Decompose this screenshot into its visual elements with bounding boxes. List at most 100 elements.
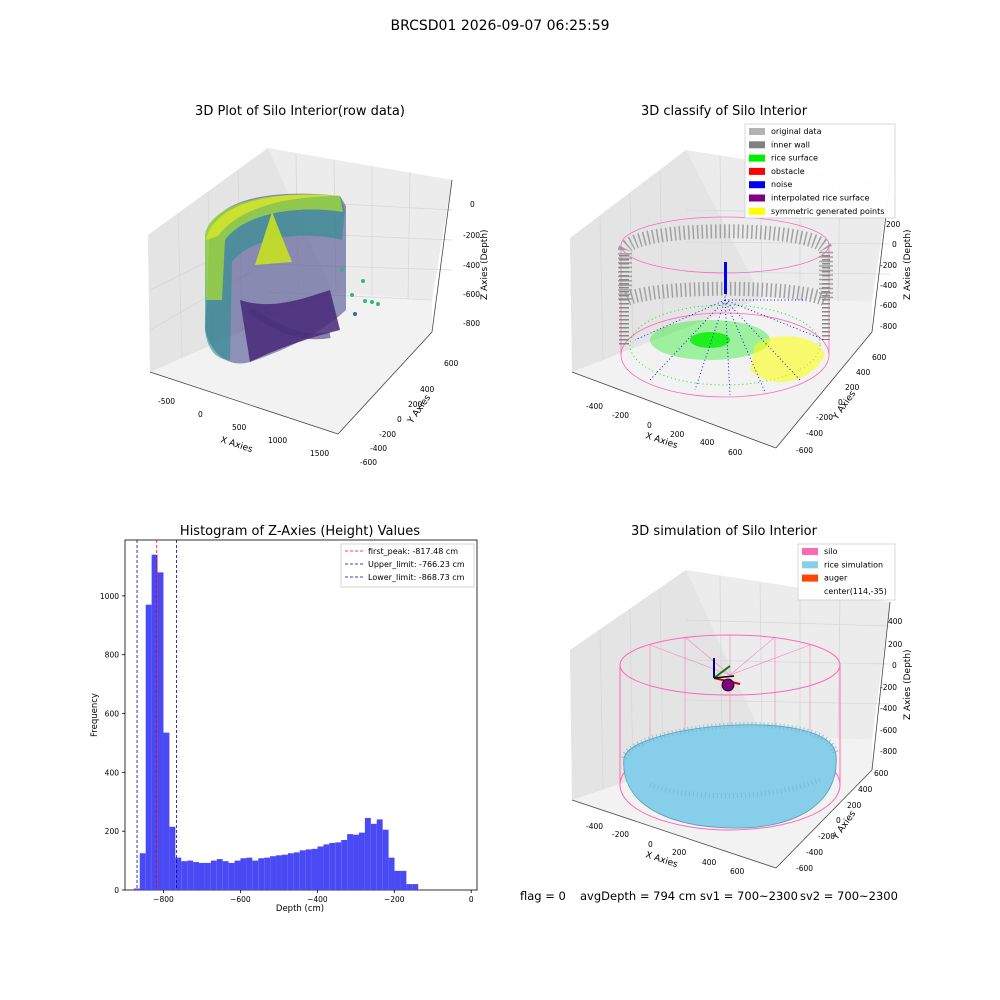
histogram-bar [341,840,348,890]
simulation-ytick: 0 [836,816,841,825]
histogram-bar [139,853,146,890]
legend-swatch [749,141,765,149]
classify-y-label: Y Axies [831,389,859,422]
histogram-bar [353,834,359,890]
legend-swatch [749,167,765,175]
raw-x-label: X Axies [219,435,254,455]
histogram-vlines [136,540,177,890]
legend-label: original data [771,127,822,136]
histogram-bar [264,857,271,890]
histogram-frame [124,539,478,891]
histogram-bars [133,554,419,890]
simulation-silo [619,634,841,831]
classify-floor-pane [572,298,872,448]
histogram-bar [151,554,158,890]
histogram-bar [193,862,200,890]
simulation-ytick: -400 [806,848,823,857]
simulation-plot-title: 3D simulation of Silo Interior [631,524,817,539]
legend-label: rice simulation [824,560,883,569]
histogram-ytick: 800 [105,651,120,660]
histogram-bar [305,849,312,890]
raw-xtick: 500 [232,423,247,432]
raw-xtick: 1500 [310,449,329,458]
simulation-ztick: 200 [888,640,903,649]
legend-swatch [802,574,818,582]
histogram-bar [163,732,170,890]
histogram-xtick: −600 [230,895,251,904]
raw-z-label: Z Axies (Depth) [480,229,490,300]
histogram-bar [370,823,377,890]
classify-x-ticks: -400 -200 0 200 400 600 [586,402,743,457]
classify-point-cloud [618,216,833,398]
histogram-bar [216,859,223,890]
simulation-xtick: 200 [672,848,687,857]
classify-3d-plot: -400 -200 0 200 400 600 X Axies 600 400 … [570,123,913,457]
histogram-bar [175,857,182,890]
raw-ytick: -400 [370,444,387,453]
raw-x-ticks: -500 0 500 1000 1500 [158,397,329,458]
histogram-bar [358,832,365,890]
simulation-y-label: Y Axies [831,809,859,842]
classify-xtick: 200 [670,430,685,439]
simulation-ytick: -200 [818,832,835,841]
simulation-xtick: -400 [586,822,603,831]
histogram-bar [293,852,300,890]
raw-z-ticks: 0 -200 -400 -600 -800 [463,200,480,328]
legend-label: auger [824,574,848,583]
simulation-xtick: 400 [702,858,717,867]
legend-label: first_peak: -817.48 cm [368,547,458,556]
classify-ztick: -600 [880,301,897,310]
histogram-legend: first_peak: -817.48 cm Upper_limit: -766.… [340,543,475,588]
histogram-chart: −800 −600 −400 −200 0 0 200 400 600 800 1000 Dept… [90,539,478,914]
figure-title: BRCSD01 2026-09-07 06:25:59 [390,18,610,34]
legend-label: symmetric generated points [771,207,884,216]
sv1-readout: sv1 = 700~2300 [700,889,798,903]
histogram-bar [169,826,176,890]
classify-ztick: -800 [880,322,897,331]
legend-swatch [749,154,765,162]
classify-ztick: -400 [880,281,897,290]
legend-label: rice surface [771,154,818,163]
simulation-ztick: 0 [892,661,897,670]
simulation-z-label: Z Axies (Depth) [903,649,913,720]
histogram-bar [187,860,194,890]
histogram-bar [400,870,407,890]
classify-ytick: 200 [845,383,860,392]
histogram-xtick: −200 [384,895,405,904]
classify-xtick: 600 [728,448,743,457]
simulation-auger [713,658,741,692]
histogram-bar [287,853,294,890]
raw-plot-title: 3D Plot of Silo Interior(row data) [195,104,405,119]
simulation-ztick: -400 [880,704,897,713]
legend-label: interpolated rice surface [771,194,869,203]
histogram-bar [246,857,253,890]
raw-ztick: -200 [463,231,480,240]
raw-xtick: 0 [198,410,203,419]
classify-z-ticks: 200 0 -200 -400 -600 -800 [880,220,901,331]
simulation-ztick: -200 [880,683,897,692]
simulation-x-ticks: -400 -200 0 200 400 600 [586,822,745,876]
classify-xtick: -400 [586,402,603,411]
raw-point-cloud [205,193,380,364]
simulation-ytick: -600 [796,864,813,873]
histogram-bar [412,884,419,890]
legend-swatch [802,561,818,569]
simulation-z-ticks: 400 200 0 -200 -400 -600 -800 [880,617,903,756]
raw-xtick: -500 [158,397,175,406]
histogram-ytick: 600 [105,710,120,719]
simulation-rice [621,721,839,829]
raw-3d-plot: -500 0 500 1000 1500 X Axies 600 400 200… [148,148,490,467]
legend-label: Upper_limit: -766.23 cm [368,560,465,569]
simulation-xtick: -200 [612,830,629,839]
raw-ytick: 0 [397,415,402,424]
legend-label: noise [771,180,792,189]
legend-swatch [749,207,765,215]
raw-axes [149,179,453,435]
histogram-bar [394,870,401,890]
classify-y-ticks: 600 400 200 0 -200 -400 -600 [796,353,887,455]
histogram-bar [258,858,265,890]
histogram-bar [270,856,277,890]
legend-swatch [749,128,765,135]
classify-z-label: Z Axies (Depth) [903,229,913,300]
histogram-bar [406,884,413,890]
